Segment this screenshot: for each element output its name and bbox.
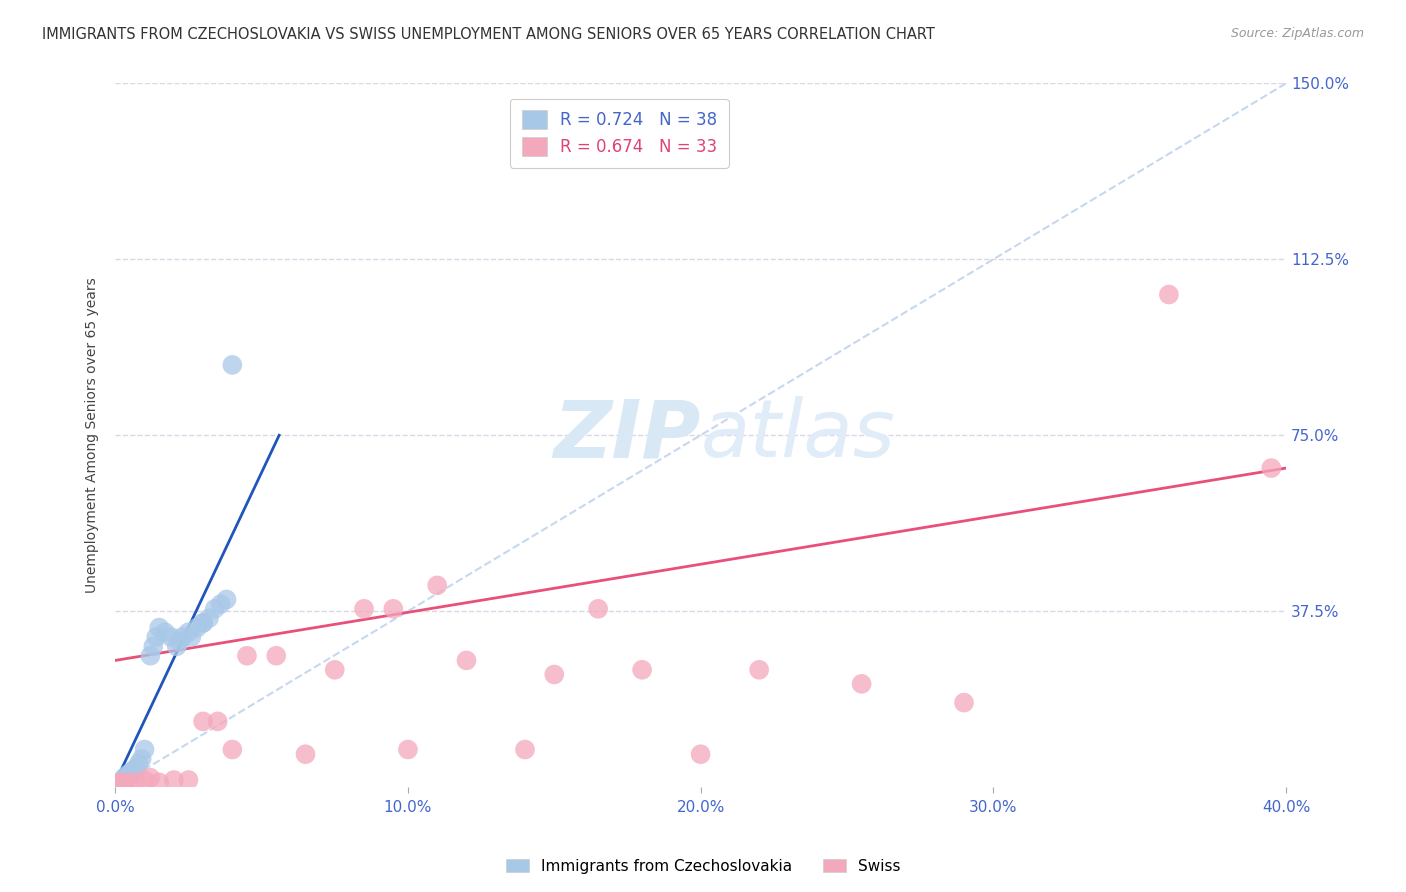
Point	[543, 667, 565, 681]
Point	[353, 602, 375, 616]
Point	[134, 772, 156, 787]
Point	[118, 775, 141, 789]
Point	[163, 772, 186, 787]
Point	[107, 778, 129, 792]
Text: atlas: atlas	[700, 396, 896, 475]
Point	[209, 597, 232, 611]
Point	[112, 772, 135, 787]
Point	[191, 615, 214, 630]
Point	[145, 630, 167, 644]
Point	[110, 775, 132, 789]
Point	[851, 677, 873, 691]
Point	[221, 358, 243, 372]
Point	[180, 630, 202, 644]
Point	[204, 602, 226, 616]
Point	[198, 611, 221, 625]
Point	[125, 775, 148, 789]
Point	[142, 640, 165, 654]
Point	[107, 776, 129, 790]
Point	[586, 602, 609, 616]
Point	[110, 776, 132, 790]
Point	[456, 653, 478, 667]
Point	[1260, 461, 1282, 475]
Point	[177, 625, 200, 640]
Legend: R = 0.724   N = 38, R = 0.674   N = 33: R = 0.724 N = 38, R = 0.674 N = 33	[510, 99, 728, 168]
Point	[115, 768, 138, 782]
Point	[110, 775, 132, 789]
Point	[105, 778, 128, 792]
Point	[110, 778, 132, 792]
Y-axis label: Unemployment Among Seniors over 65 years: Unemployment Among Seniors over 65 years	[86, 277, 100, 593]
Point	[513, 742, 536, 756]
Point	[169, 634, 191, 648]
Point	[191, 714, 214, 729]
Point	[191, 615, 214, 630]
Point	[294, 747, 316, 762]
Point	[112, 775, 135, 789]
Point	[108, 775, 131, 789]
Point	[118, 768, 141, 782]
Point	[121, 764, 143, 778]
Legend: Immigrants from Czechoslovakia, Swiss: Immigrants from Czechoslovakia, Swiss	[499, 853, 907, 880]
Point	[382, 602, 405, 616]
Point	[112, 771, 135, 785]
Point	[148, 775, 170, 789]
Point	[118, 766, 141, 780]
Point	[125, 761, 148, 775]
Text: ZIP: ZIP	[553, 396, 700, 475]
Point	[153, 625, 176, 640]
Point	[426, 578, 449, 592]
Point	[112, 775, 135, 789]
Point	[1157, 287, 1180, 301]
Point	[236, 648, 259, 663]
Point	[160, 630, 183, 644]
Point	[177, 772, 200, 787]
Point	[953, 696, 976, 710]
Point	[631, 663, 654, 677]
Point	[689, 747, 711, 762]
Point	[215, 592, 238, 607]
Point	[748, 663, 770, 677]
Point	[207, 714, 229, 729]
Point	[186, 621, 208, 635]
Point	[107, 776, 129, 790]
Point	[131, 752, 153, 766]
Point	[115, 771, 138, 785]
Point	[166, 640, 188, 654]
Point	[396, 742, 419, 756]
Point	[139, 771, 162, 785]
Text: IMMIGRANTS FROM CZECHOSLOVAKIA VS SWISS UNEMPLOYMENT AMONG SENIORS OVER 65 YEARS: IMMIGRANTS FROM CZECHOSLOVAKIA VS SWISS …	[42, 27, 935, 42]
Point	[148, 621, 170, 635]
Point	[172, 630, 194, 644]
Point	[105, 778, 128, 792]
Text: Source: ZipAtlas.com: Source: ZipAtlas.com	[1230, 27, 1364, 40]
Point	[323, 663, 346, 677]
Point	[264, 648, 287, 663]
Point	[221, 742, 243, 756]
Point	[139, 648, 162, 663]
Point	[134, 742, 156, 756]
Point	[128, 756, 150, 771]
